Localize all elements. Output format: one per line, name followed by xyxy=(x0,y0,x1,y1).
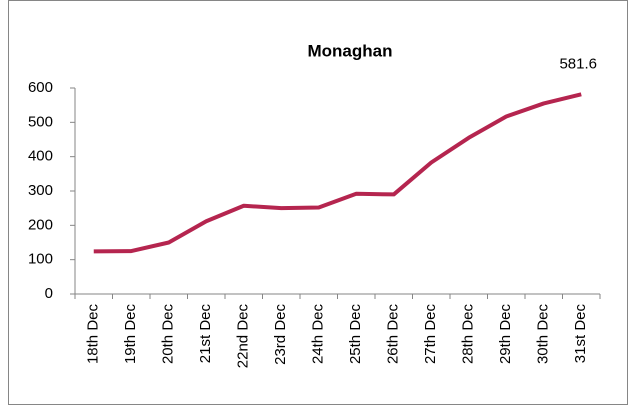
x-tick-label: 26th Dec xyxy=(385,304,402,365)
y-tick-label: 400 xyxy=(28,148,53,165)
y-tick-label: 500 xyxy=(28,113,53,130)
y-tick-label: 300 xyxy=(28,182,53,199)
y-tick-label: 0 xyxy=(45,285,53,302)
x-tick-label: 22nd Dec xyxy=(235,304,252,369)
x-tick-label: 29th Dec xyxy=(497,304,514,365)
x-tick-label: 18th Dec xyxy=(85,304,102,365)
chart-title: Monaghan xyxy=(308,41,393,60)
x-tick-label: 20th Dec xyxy=(160,304,177,365)
data-label: 581.6 xyxy=(559,55,597,72)
x-tick-label: 23rd Dec xyxy=(272,304,289,365)
x-tick-label: 27th Dec xyxy=(422,304,439,365)
x-tick-label: 19th Dec xyxy=(122,304,139,365)
line-series xyxy=(93,92,582,254)
y-tick-label: 100 xyxy=(28,251,53,268)
x-tick-label: 30th Dec xyxy=(535,304,552,365)
x-tick-label: 21st Dec xyxy=(197,304,214,364)
chart-frame xyxy=(8,0,628,405)
x-tick-label: 25th Dec xyxy=(347,304,364,365)
x-tick-label: 31st Dec xyxy=(572,304,589,364)
x-tick-label: 28th Dec xyxy=(460,304,477,365)
x-tick-label: 24th Dec xyxy=(310,304,327,365)
y-tick-label: 600 xyxy=(28,79,53,96)
y-tick-label: 200 xyxy=(28,216,53,233)
